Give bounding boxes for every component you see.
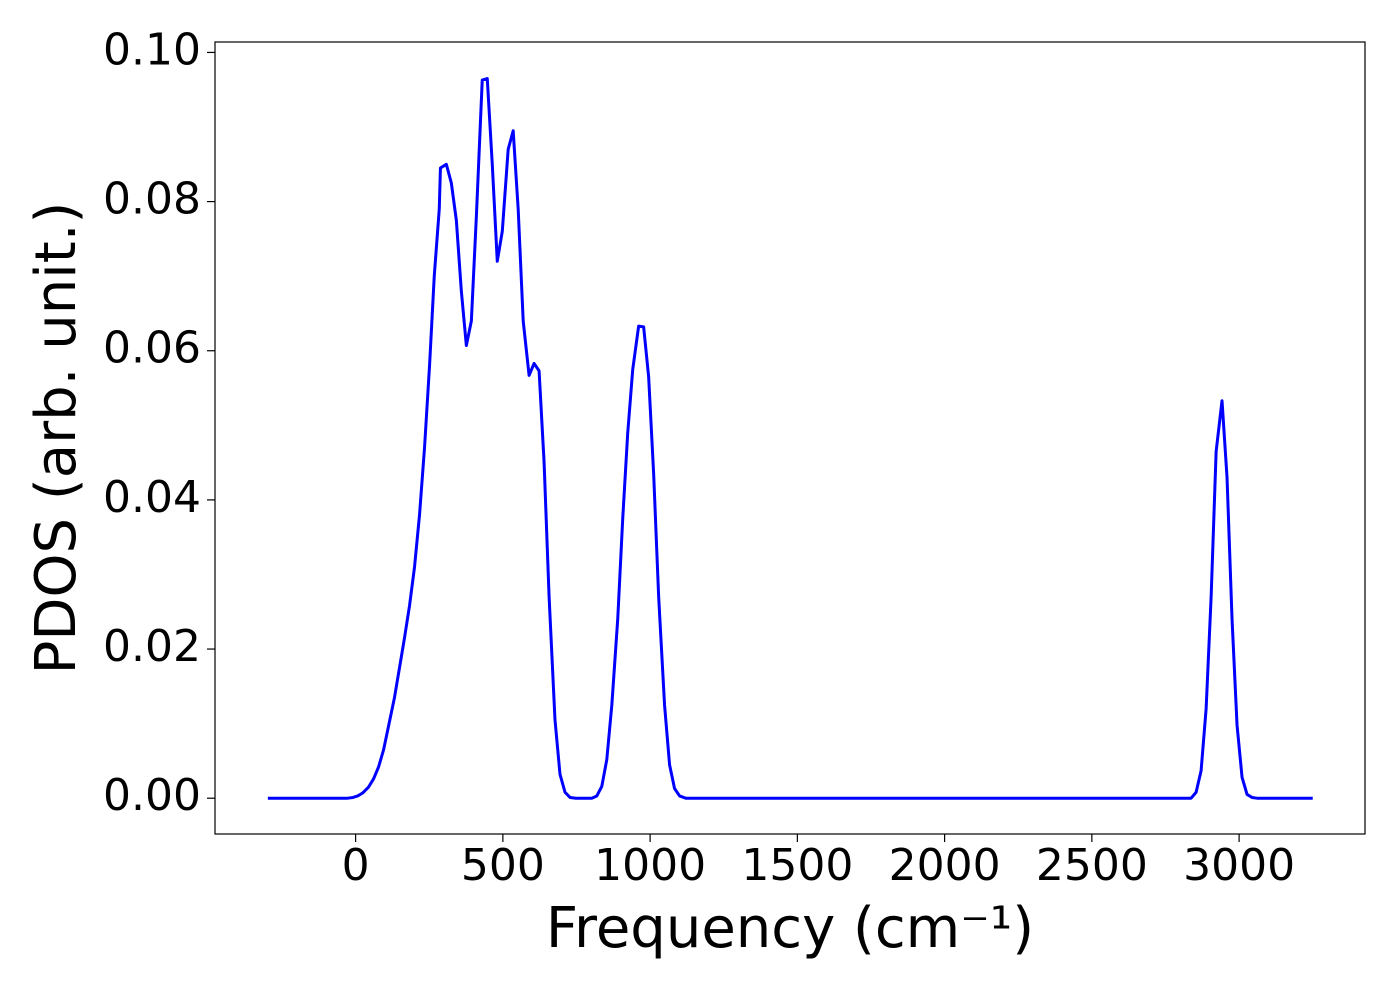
x-axis-title: Frequency (cm⁻¹)	[546, 896, 1034, 961]
x-tick-label: 3000	[1183, 840, 1295, 891]
x-tick-label: 2500	[1036, 840, 1148, 891]
y-tick-label: 0.00	[103, 770, 201, 821]
x-tick-label: 1500	[741, 840, 853, 891]
x-tick-label: 500	[461, 840, 545, 891]
y-tick-label: 0.08	[103, 174, 201, 225]
x-tick-label: 2000	[889, 840, 1001, 891]
y-tick-label: 0.10	[103, 24, 201, 75]
y-tick-label: 0.04	[103, 472, 201, 523]
plot-frame	[214, 41, 1366, 835]
x-tick-label: 0	[342, 840, 370, 891]
y-axis-title: PDOS (arb. unit.)	[24, 202, 89, 675]
x-tick-label: 1000	[594, 840, 706, 891]
y-tick-label: 0.06	[103, 323, 201, 374]
y-tick-label: 0.02	[103, 621, 201, 672]
data-line	[267, 77, 1313, 800]
